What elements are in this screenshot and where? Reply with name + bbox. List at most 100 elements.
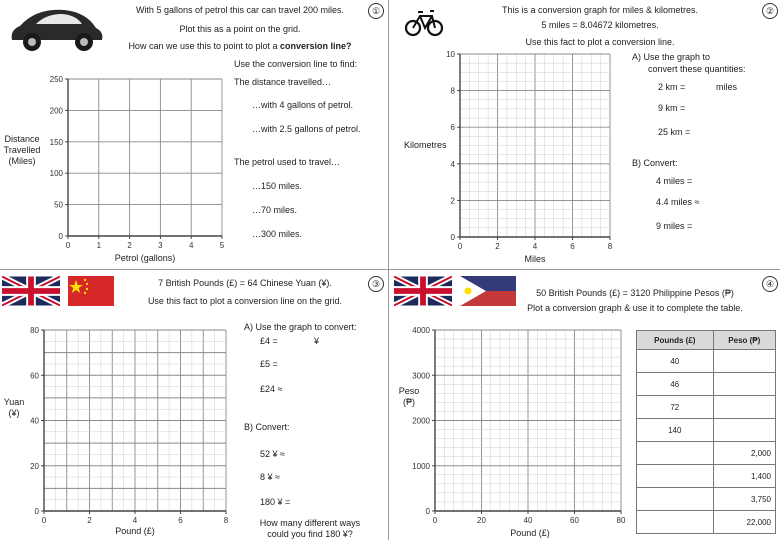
q3-intro-line2: Use this fact to plot a conversion line … [147, 296, 343, 306]
y-tick-label: 100 [50, 169, 64, 178]
q3-partB-title: B) Convert: [244, 422, 290, 432]
q1-question: How can we use this to point to plot a c… [110, 41, 370, 52]
q4-ylabel-line: Peso [398, 386, 420, 396]
pounds-cell: 40 [636, 349, 714, 373]
q1-number-badge: ① [368, 3, 384, 19]
china-flag-icon [68, 276, 114, 306]
y-tick-label: 150 [50, 138, 64, 147]
peso-cell[interactable] [712, 395, 777, 419]
q1-xlabel: Petrol (gallons) [114, 253, 176, 263]
q2-ylabel: Kilometres [404, 140, 447, 150]
q1-group1-heading: The distance travelled… [234, 77, 332, 87]
q2-intro-line2: 5 miles = 8.04672 kilometres. [541, 20, 659, 30]
peso-cell: 2,000 [712, 441, 777, 465]
x-tick-label: 2 [127, 241, 132, 250]
table-row: 2,000 [636, 441, 777, 465]
q2-partA-unit: miles [716, 82, 738, 92]
q3-partA-item: £5 = [260, 359, 278, 369]
x-tick-label: 80 [617, 516, 626, 525]
q1-item: …150 miles. [252, 181, 303, 191]
x-tick-label: 40 [524, 516, 533, 525]
x-tick-label: 60 [570, 516, 579, 525]
q3-intro-line1: 7 British Pounds (£) = 64 Chinese Yuan (… [158, 278, 332, 288]
y-tick-label: 250 [50, 75, 64, 84]
y-tick-label: 2 [451, 196, 456, 205]
vertical-divider [388, 0, 389, 540]
q1-item: …300 miles. [252, 229, 303, 239]
q4-xlabel: Pound (£) [510, 528, 550, 538]
x-tick-label: 0 [42, 516, 47, 525]
q1-ylabel-line: Distance [4, 134, 40, 144]
bicycle-icon [404, 10, 444, 37]
q3-partA-title: A) Use the graph to convert: [244, 322, 357, 332]
q1-intro-line1: With 5 gallons of petrol this car can tr… [135, 5, 345, 15]
q3-partA-unit: ¥ [314, 336, 320, 346]
q3-ylabel-line: (¥) [8, 408, 20, 418]
peso-cell[interactable] [712, 418, 777, 442]
pounds-cell[interactable] [636, 441, 714, 465]
q1-ylabel-line: Travelled [3, 145, 41, 155]
uk-flag-icon [2, 276, 60, 306]
y-tick-label: 20 [30, 462, 39, 471]
q2-partB-item: 9 miles = [656, 221, 693, 231]
x-tick-label: 0 [433, 516, 438, 525]
y-tick-label: 80 [30, 326, 39, 335]
pounds-cell[interactable] [636, 510, 714, 534]
peso-cell[interactable] [712, 349, 777, 373]
q3-ylabel-line: Yuan [3, 397, 25, 407]
y-tick-label: 1000 [412, 462, 430, 471]
y-tick-label: 40 [30, 417, 39, 426]
y-tick-label: 50 [54, 201, 63, 210]
table-row: 72 [636, 395, 777, 419]
q2-partA-item: 9 km = [658, 103, 686, 113]
conversion-table: Pounds (£) Peso (₱) 40 46 72 140 2,000 1,400 3… [636, 330, 777, 534]
q2-intro-line1: This is a conversion graph for miles & k… [501, 5, 699, 15]
x-tick-label: 6 [178, 516, 183, 525]
uk-flag-icon [394, 276, 452, 306]
table-row: 40 [636, 349, 777, 373]
table-row: 22,000 [636, 510, 777, 534]
q4-number-badge: ④ [762, 276, 778, 292]
y-tick-label: 4000 [412, 326, 430, 335]
q2-xlabel: Miles [524, 254, 546, 264]
q3-number-badge: ③ [368, 276, 384, 292]
x-tick-label: 6 [570, 242, 575, 251]
q2-number-badge: ② [762, 3, 778, 19]
y-tick-label: 2000 [412, 417, 430, 426]
pounds-cell[interactable] [636, 487, 714, 511]
q1-task-heading: Use the conversion line to find: [234, 59, 358, 69]
q3-ylabel: Yuan (¥) [2, 397, 26, 419]
y-tick-label: 8 [451, 87, 456, 96]
x-tick-label: 4 [133, 516, 138, 525]
peso-cell[interactable] [712, 372, 777, 396]
y-tick-label: 6 [451, 123, 456, 132]
table-header: Pounds (£) [636, 330, 714, 350]
q1-question-prefix: How can we use this to point to plot a [128, 41, 281, 51]
q3-partB-item: 8 ¥ ≈ [260, 472, 280, 482]
x-tick-label: 4 [189, 241, 194, 250]
table-row: 46 [636, 372, 777, 396]
q1-question-bold: conversion line? [280, 41, 352, 51]
horizontal-divider [0, 269, 780, 270]
q3-partB-item: 52 ¥ ≈ [260, 449, 285, 459]
peso-cell: 1,400 [712, 464, 777, 488]
x-tick-label: 20 [477, 516, 486, 525]
q1-item: …with 2.5 gallons of petrol. [252, 124, 361, 134]
x-tick-label: 5 [220, 241, 225, 250]
pounds-cell: 46 [636, 372, 714, 396]
q3-closing: How many different ways could you find 1… [250, 518, 370, 540]
car-icon [11, 9, 103, 51]
q1-item: …70 miles. [252, 205, 298, 215]
pounds-cell[interactable] [636, 464, 714, 488]
table-row: 1,400 [636, 464, 777, 488]
x-tick-label: 8 [608, 242, 613, 251]
q3-partA-item: £4 = [260, 336, 278, 346]
peso-cell: 22,000 [712, 510, 777, 534]
q2-intro-line3: Use this fact to plot a conversion line. [525, 37, 675, 47]
q3-partA-item: £24 ≈ [260, 384, 283, 394]
q1-item: …with 4 gallons of petrol. [252, 100, 354, 110]
